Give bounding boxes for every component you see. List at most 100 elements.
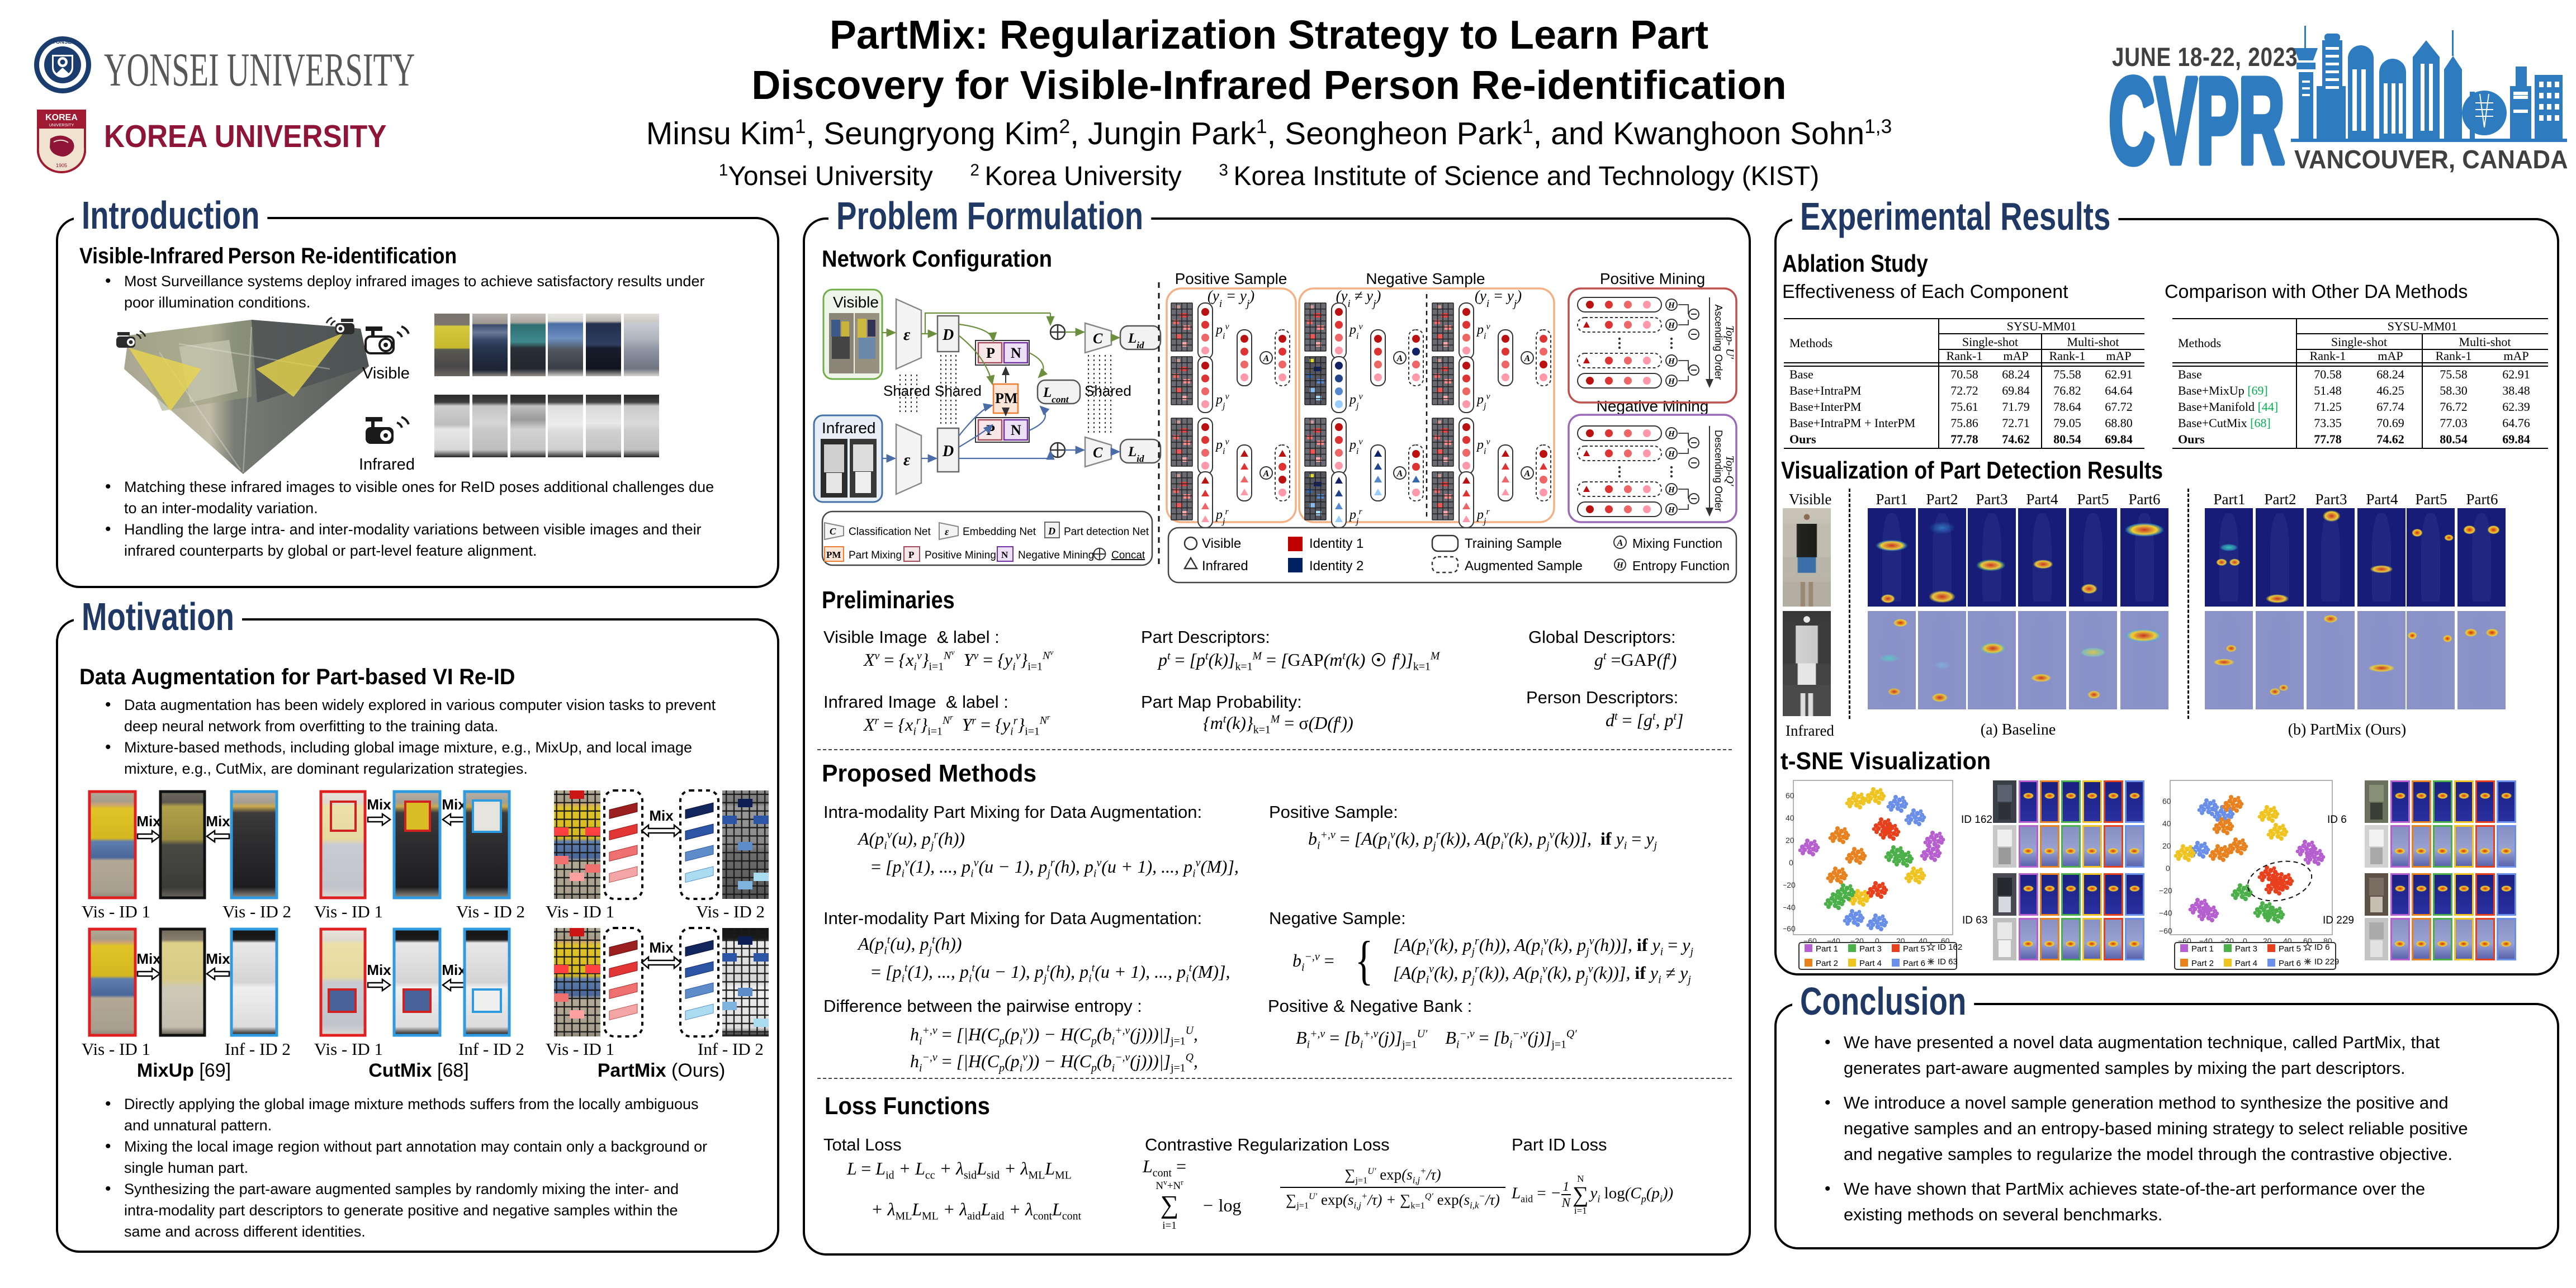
svg-text:69.84: 69.84 [2002,383,2030,397]
svg-text:64.64: 64.64 [2105,383,2133,397]
svg-text:62.91: 62.91 [2502,367,2530,381]
svg-text:68.24: 68.24 [2376,367,2404,381]
svg-text:77.78: 77.78 [2314,432,2342,446]
svg-text:60: 60 [2162,797,2171,806]
svg-text:N: N [1011,422,1021,438]
svg-text:Augmented Sample: Augmented Sample [1465,558,1583,574]
svg-text:46.25: 46.25 [2376,383,2404,397]
svg-text:Top-Q′: Top-Q′ [1723,456,1736,486]
svg-text:72.72: 72.72 [1950,383,1978,397]
svg-text:62.39: 62.39 [2502,400,2530,414]
svg-text:Rank-1: Rank-1 [2436,349,2472,363]
svg-text:piv: piv [1348,322,1363,341]
svg-text:P: P [908,550,914,560]
svg-text:Negative Sample: Negative Sample [1366,270,1485,287]
svg-text:(yi = yj): (yi = yj) [1475,287,1522,310]
svg-text:−60: −60 [2159,926,2172,935]
svg-text:Ascending Order: Ascending Order [1713,304,1724,380]
svg-text:−40: −40 [1783,903,1796,912]
svg-text:Inf - ID 2: Inf - ID 2 [225,1039,291,1059]
svg-text:mAP: mAP [2378,349,2403,363]
svg-text:Entropy Function: Entropy Function [1632,558,1730,573]
svg-text:D: D [1048,525,1055,537]
svg-text:70.69: 70.69 [2376,416,2404,430]
svg-text:ID 229: ID 229 [2323,915,2354,926]
svg-text:Inf - ID 2: Inf - ID 2 [458,1039,524,1059]
svg-text:75.61: 75.61 [1950,400,1978,414]
svg-text:N: N [1011,345,1021,361]
svg-text:68.24: 68.24 [2002,367,2030,381]
svg-text:PM: PM [995,390,1017,406]
svg-text:Vis - ID 1: Vis - ID 1 [546,1039,614,1059]
svg-text:1905: 1905 [56,163,67,168]
svg-text:77.03: 77.03 [2440,416,2468,430]
svg-text:D: D [942,443,954,460]
svg-text:Mix: Mix [442,796,466,813]
svg-text:Multi-shot: Multi-shot [2067,335,2119,349]
svg-text:20: 20 [1786,836,1794,845]
svg-text:77.78: 77.78 [1950,432,1978,446]
svg-text:piv: piv [1348,437,1363,456]
svg-text:Base+IntraPM + InterPM: Base+IntraPM + InterPM [1789,416,1915,430]
svg-text:Vis - ID 2: Vis - ID 2 [222,902,291,921]
svg-text:70.58: 70.58 [1950,367,1978,381]
svg-text:Shared: Shared [1085,382,1131,399]
svg-text:P: P [986,345,995,361]
svg-text:UNIVERSITY: UNIVERSITY [49,122,74,127]
svg-text:68.80: 68.80 [2105,416,2133,430]
svg-text:Shared: Shared [883,382,930,399]
svg-text:40: 40 [1786,813,1794,822]
svg-text:PartMix (Ours): PartMix (Ours) [598,1060,726,1081]
svg-text:−20: −20 [1783,880,1796,889]
svg-text:−20: −20 [2159,886,2172,895]
svg-text:Concat: Concat [1111,550,1145,561]
svg-text:pjv: pjv [1476,392,1490,411]
svg-text:Positive Mining: Positive Mining [1600,270,1705,287]
svg-text:62.91: 62.91 [2105,367,2133,381]
svg-text:Rank-1: Rank-1 [1947,349,1983,363]
svg-text:Ours: Ours [1789,432,1816,446]
svg-text:Part detection Net: Part detection Net [1064,526,1149,538]
svg-text:72.71: 72.71 [2002,416,2030,430]
svg-text:Multi-shot: Multi-shot [2459,335,2511,349]
svg-text:Vis - ID 1: Vis - ID 1 [314,1039,383,1059]
svg-text:76.72: 76.72 [2440,400,2468,414]
svg-text:Base: Base [1789,367,1813,381]
svg-text:mAP: mAP [2503,349,2528,363]
svg-text:79.05: 79.05 [2053,416,2081,430]
svg-text:Visible: Visible [833,293,879,311]
svg-text:60: 60 [1786,791,1794,800]
svg-text:Mix: Mix [206,950,230,967]
svg-text:ID 63: ID 63 [1938,957,1958,967]
svg-text:CutMix [68]: CutMix [68] [368,1060,469,1081]
svg-text:0: 0 [2243,936,2247,945]
svg-text:67.74: 67.74 [2376,400,2404,414]
svg-text:Mix: Mix [367,962,391,978]
svg-text:51.48: 51.48 [2314,383,2342,397]
svg-text:Base+CutMix [68]: Base+CutMix [68] [2178,416,2271,430]
svg-text:Single-shot: Single-shot [2331,335,2387,349]
svg-text:C: C [1093,444,1103,461]
svg-text:−40: −40 [2159,908,2172,917]
svg-text:N: N [1001,550,1008,560]
svg-text:Mix: Mix [206,813,230,830]
svg-text:70.58: 70.58 [2314,367,2342,381]
svg-text:Mix: Mix [649,939,674,956]
svg-text:MixUp [69]: MixUp [69] [137,1060,231,1081]
svg-text:76.82: 76.82 [2053,383,2081,397]
svg-text:mAP: mAP [2003,349,2028,363]
svg-text:ε: ε [945,526,949,537]
svg-text:Base+IntraPM: Base+IntraPM [1789,383,1862,397]
svg-text:Infrared: Infrared [1202,558,1248,574]
svg-text:D: D [942,326,954,344]
svg-text:0: 0 [1875,936,1879,945]
svg-text:Vis - ID 1: Vis - ID 1 [82,902,150,921]
svg-text:ε: ε [903,451,911,469]
svg-text:80.54: 80.54 [2440,432,2468,446]
svg-text:Mix: Mix [367,796,391,813]
svg-text:Vis - ID 1: Vis - ID 1 [546,902,614,921]
svg-text:P: P [986,422,995,438]
svg-text:ID 6: ID 6 [2327,814,2347,826]
svg-text:PM: PM [826,550,841,560]
svg-text:75.58: 75.58 [2053,367,2081,381]
